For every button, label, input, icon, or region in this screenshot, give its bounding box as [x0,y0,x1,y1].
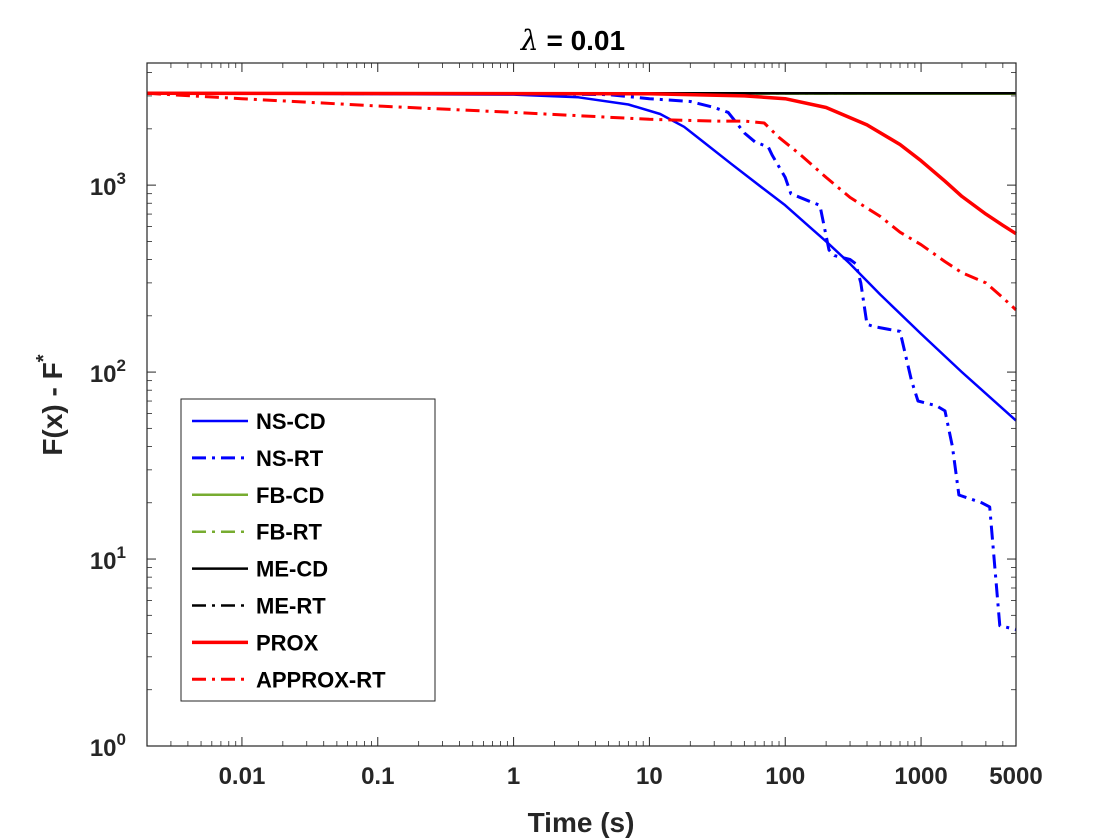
x-axis-label: Time (s) [528,807,635,838]
chart-title: λ = 0.01 [520,24,625,57]
title-lambda: λ [520,24,539,57]
x-tick-label: 0.1 [361,763,394,790]
y-tick-label: 100 [90,730,126,762]
x-tick-label: 10 [636,763,663,790]
x-tick-label: 1 [507,763,520,790]
y-tick-label: 102 [90,356,126,388]
y-tick-label: 103 [90,169,126,201]
y-tick-label: 101 [90,543,126,575]
y-axis-label-main: F(x) - F [37,362,68,455]
legend-label-fb-rt: FB-RT [256,520,323,545]
legend-label-me-cd: ME-CD [256,557,328,582]
x-tick-label: 100 [765,763,805,790]
y-axis-label-superscript: * [33,354,55,362]
legend-box [180,398,436,702]
y-tick-labels: 100 101 102 103 [90,169,126,762]
x-tick-labels: 0.01 0.1 1 10 100 1000 5000 [219,763,1043,790]
x-tick-label: 1000 [894,763,947,790]
x-tick-label: 0.01 [219,763,266,790]
series-line-approx-rt [146,91,1018,312]
legend-label-fb-cd: FB-CD [256,483,324,508]
series-layer [146,91,1018,631]
series-line-prox [146,91,1017,236]
title-value: = 0.01 [539,25,625,56]
legend-label-ns-rt: NS-RT [256,446,324,471]
y-axis-label: F(x) - F* [33,354,68,455]
x-tick-label: 5000 [989,763,1042,790]
legend: NS-CD NS-RT FB-CD FB-RT ME-CD ME-RT PROX APPROX… [180,398,436,702]
plot-frame [146,62,1017,747]
legend-label-me-rt: ME-RT [256,594,326,619]
legend-label-ns-cd: NS-CD [256,409,326,434]
legend-label-prox: PROX [256,630,319,655]
legend-label-approx-rt: APPROX-RT [256,667,386,692]
series-line-ns-cd [146,92,1017,422]
